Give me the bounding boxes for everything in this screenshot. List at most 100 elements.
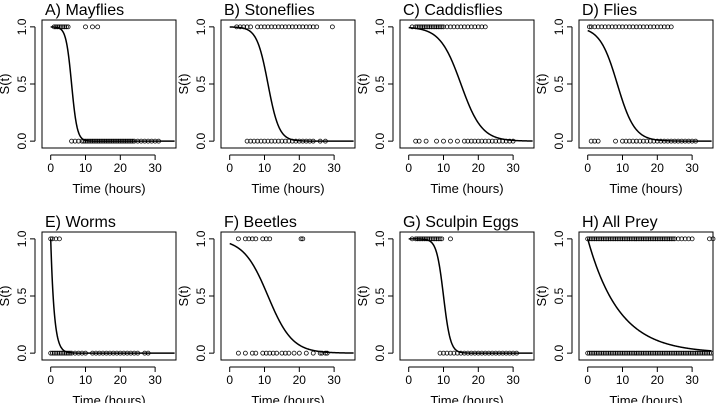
survived-point	[458, 24, 464, 30]
survived-point	[246, 236, 252, 242]
survived-point	[455, 24, 460, 30]
consumed-point	[609, 350, 615, 356]
consumed-point	[91, 138, 97, 144]
consumed-point	[123, 138, 128, 144]
consumed-point	[282, 350, 288, 356]
consumed-point	[93, 138, 99, 144]
consumed-point	[651, 350, 657, 356]
survived-point	[651, 24, 657, 30]
survived-point	[661, 236, 667, 242]
consumed-point	[50, 350, 55, 356]
survived-point	[434, 236, 439, 242]
consumed-point	[124, 350, 130, 356]
survived-point	[428, 236, 434, 242]
y-tick-label: 0.0	[15, 344, 29, 361]
consumed-point	[90, 138, 95, 144]
consumed-point	[656, 350, 662, 356]
x-tick-label: 0	[405, 161, 412, 175]
consumed-point	[105, 138, 111, 144]
survived-point	[689, 236, 695, 242]
consumed-point	[625, 350, 631, 356]
consumed-point	[661, 138, 667, 144]
survived-point	[437, 236, 443, 242]
survived-point	[600, 236, 606, 242]
consumed-point	[468, 138, 474, 144]
consumed-point	[595, 350, 601, 356]
consumed-point	[95, 138, 101, 144]
y-tick-label: 0.5	[194, 75, 208, 92]
survived-point	[51, 24, 57, 30]
consumed-point	[493, 138, 499, 144]
survived-point	[590, 236, 596, 242]
consumed-point	[76, 138, 81, 144]
y-tick-label: 0.0	[552, 132, 566, 149]
survived-point	[665, 24, 671, 30]
consumed-point	[416, 138, 422, 144]
consumed-point	[286, 138, 292, 144]
consumed-point	[482, 138, 488, 144]
survived-point	[425, 236, 431, 242]
consumed-point	[653, 350, 658, 356]
consumed-point	[69, 350, 74, 356]
plot-frame	[220, 231, 356, 361]
survived-point	[461, 24, 467, 30]
survived-point	[416, 24, 422, 30]
consumed-point	[248, 138, 253, 144]
survived-point	[642, 236, 648, 242]
consumed-point	[300, 138, 306, 144]
consumed-point	[637, 138, 643, 144]
x-tick-label: 10	[79, 161, 93, 175]
x-tick-label: 30	[148, 373, 162, 387]
survived-point	[298, 236, 304, 242]
survived-point	[418, 236, 424, 242]
consumed-point	[124, 138, 130, 144]
survived-point	[416, 236, 422, 242]
survived-point	[634, 236, 639, 242]
consumed-point	[270, 350, 276, 356]
x-axis-label: Time (hours)	[251, 393, 324, 403]
survived-point	[415, 236, 420, 242]
survived-point	[428, 24, 434, 30]
consumed-point	[135, 350, 141, 356]
survived-point	[606, 236, 611, 242]
survived-point	[604, 236, 610, 242]
consumed-point	[88, 138, 94, 144]
consumed-point	[682, 138, 688, 144]
x-tick-label: 0	[47, 373, 54, 387]
consumed-point	[121, 350, 127, 356]
consumed-point	[324, 350, 330, 356]
panel-title: H) All Prey	[582, 214, 658, 231]
survived-point	[651, 236, 657, 242]
survived-point	[644, 236, 650, 242]
survived-point	[427, 24, 432, 30]
consumed-point	[667, 350, 672, 356]
survived-point	[637, 236, 643, 242]
consumed-point	[310, 350, 316, 356]
survived-point	[640, 24, 646, 30]
consumed-point	[63, 350, 69, 356]
x-axis-label: Time (hours)	[609, 181, 682, 196]
consumed-point	[665, 350, 671, 356]
consumed-point	[592, 350, 598, 356]
survived-point	[614, 236, 620, 242]
consumed-point	[674, 350, 679, 356]
consumed-point	[142, 138, 148, 144]
y-tick-label: 0.5	[373, 287, 387, 304]
consumed-point	[97, 350, 102, 356]
consumed-point	[307, 138, 313, 144]
survived-point	[62, 24, 68, 30]
survived-point	[296, 24, 302, 30]
survived-point	[670, 236, 676, 242]
survived-point	[63, 24, 69, 30]
consumed-point	[310, 138, 316, 144]
survived-point	[83, 24, 88, 30]
survived-point	[599, 24, 605, 30]
survived-point	[293, 24, 299, 30]
survived-point	[618, 236, 624, 242]
survived-point	[667, 236, 672, 242]
consumed-point	[253, 350, 259, 356]
y-axis-label: S(t)	[534, 286, 549, 307]
